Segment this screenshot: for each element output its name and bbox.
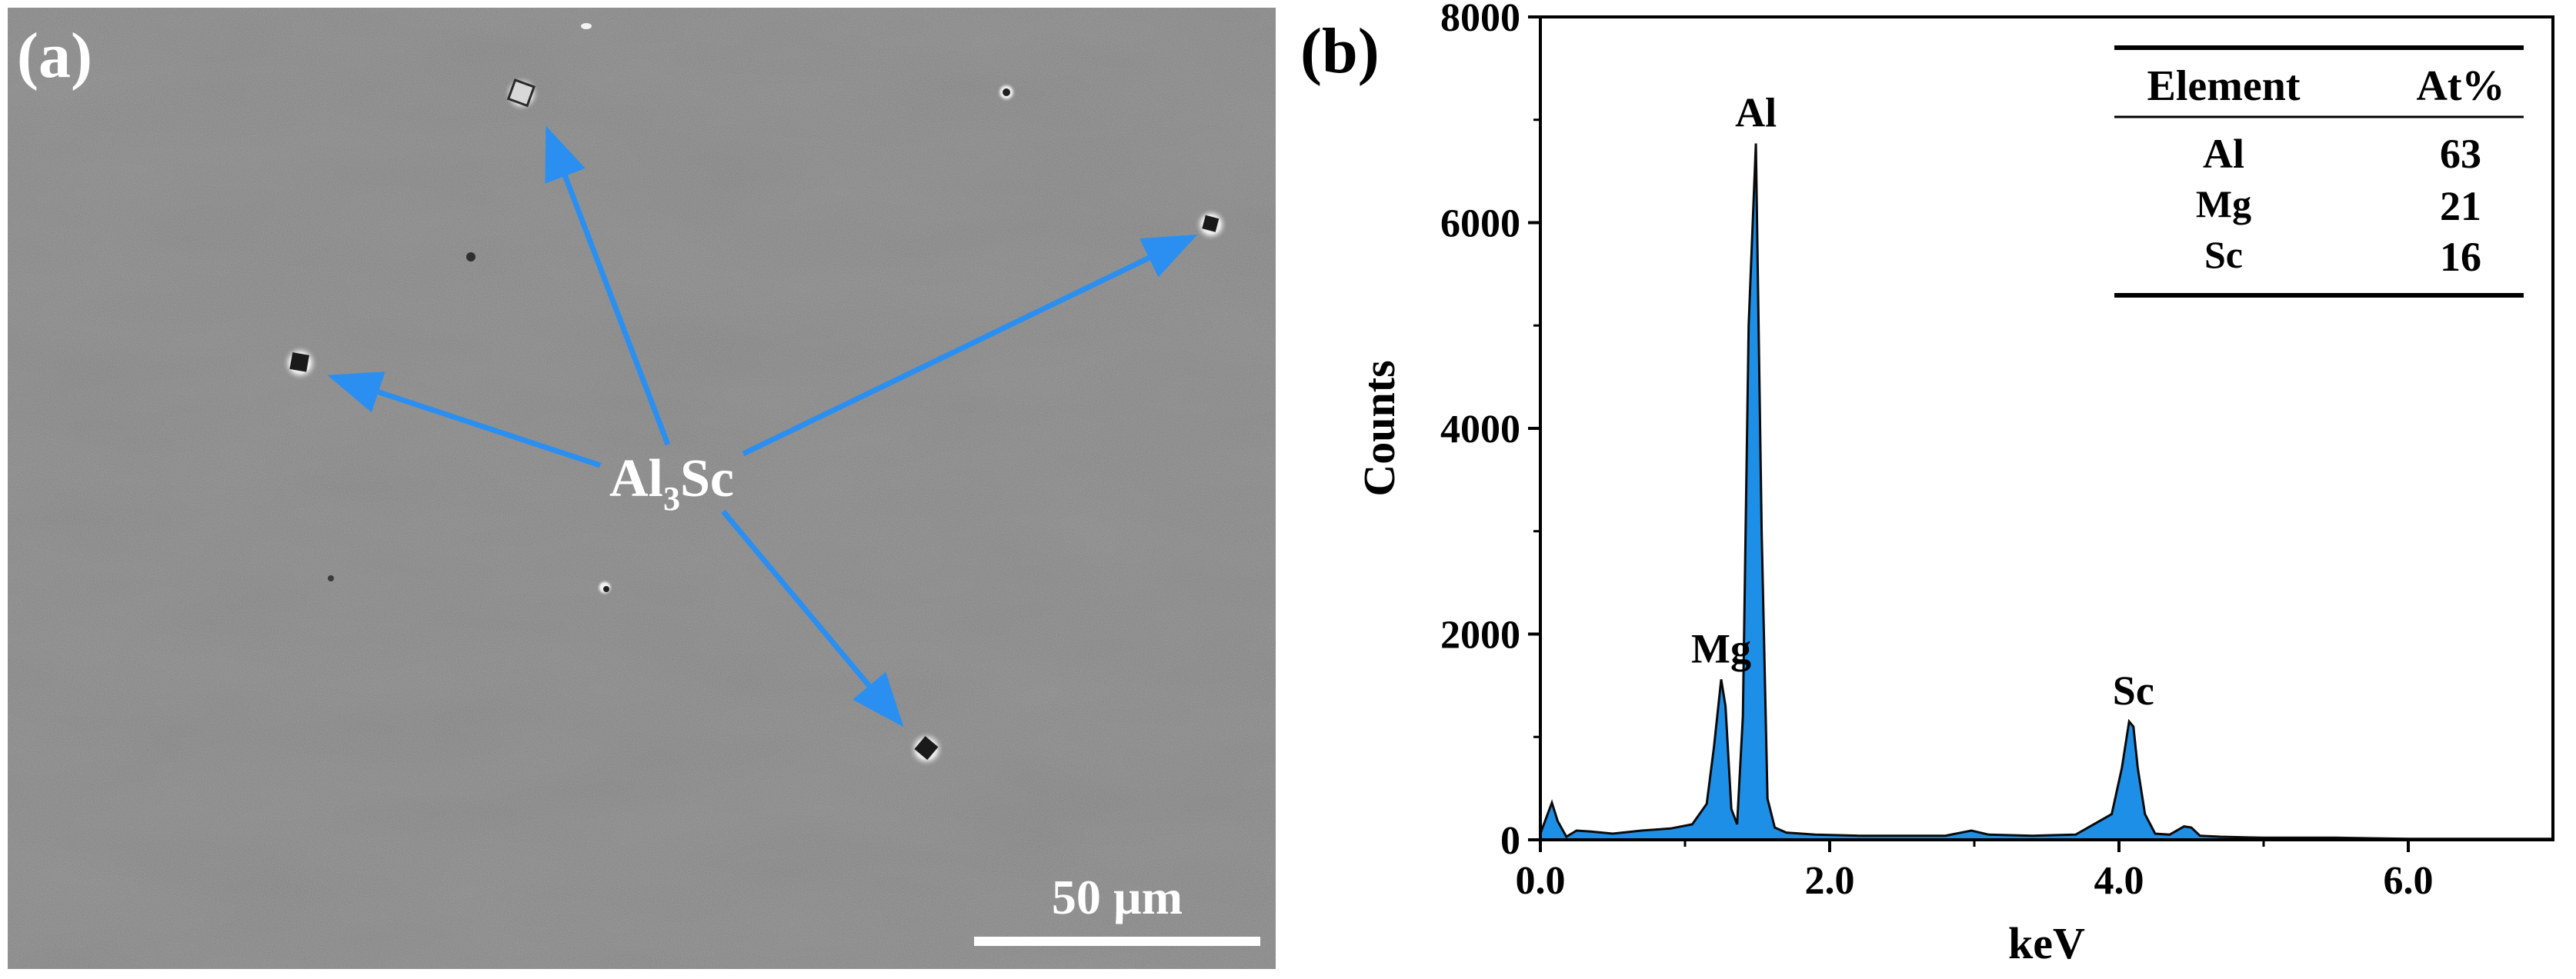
- sem-image-noise: [8, 8, 1276, 969]
- small-particle: [596, 579, 613, 596]
- annotation-tail: Sc: [680, 449, 734, 508]
- small-particle: [581, 23, 592, 29]
- x-axis-ticks: 0.0 2.0 4.0 6.0: [1516, 840, 2434, 903]
- particle: [503, 75, 540, 112]
- table-cell-element: Mg: [2196, 182, 2251, 225]
- spectrum-area: [1539, 143, 2554, 841]
- phase-annotation: Al3Sc: [609, 449, 734, 518]
- table-row: Al 63: [2203, 131, 2481, 177]
- pore: [466, 252, 475, 261]
- arrow: [545, 125, 671, 446]
- table-cell-value: 16: [2440, 234, 2481, 280]
- y-tick-label: 4000: [1440, 408, 1520, 451]
- composition-table: Element At% Al 63 Mg 21 Sc 16: [2114, 45, 2524, 298]
- x-tick-label: 6.0: [2384, 859, 2434, 903]
- table-cell-value: 21: [2440, 183, 2481, 229]
- particle: [282, 345, 319, 381]
- annotation-arrows: [327, 125, 1198, 728]
- arrow: [742, 234, 1198, 457]
- pore: [328, 575, 334, 581]
- x-axis-label: keV: [2008, 918, 2085, 968]
- table-row: Sc 16: [2204, 233, 2481, 280]
- peak-labels: Mg Al Sc: [1691, 90, 2154, 714]
- y-tick-label: 0: [1500, 819, 1520, 863]
- y-axis-label: Counts: [1354, 360, 1404, 496]
- table-header-at: At%: [2416, 62, 2504, 110]
- table-cell-element: Al: [2203, 131, 2244, 177]
- small-particle: [996, 82, 1016, 102]
- particle: [1194, 208, 1228, 241]
- peak-label: Mg: [1691, 625, 1751, 671]
- panel-a: Al3Sc (a) 50 µm: [8, 8, 1276, 969]
- plot-frame: [1539, 15, 2554, 841]
- arrow: [327, 371, 602, 468]
- panel-label-b: (b): [1300, 15, 1380, 87]
- table-cell-value: 63: [2440, 131, 2481, 177]
- table-row: Mg 21: [2196, 182, 2481, 229]
- y-tick-label: 6000: [1440, 202, 1520, 246]
- eds-chart: 0 2000 4000 6000 8000 0.0 2.0 4.0 6.0 Mg Al Sc Co…: [1354, 0, 2554, 968]
- x-tick-label: 2.0: [1805, 859, 1855, 903]
- y-axis-ticks: 0 2000 4000 6000 8000: [1440, 0, 1540, 863]
- panel-b: (b) 0 2000 4000 6000 8000 0.0 2.0 4.0 6.0 Mg Al S…: [1300, 0, 2554, 968]
- annotation-main: Al: [609, 449, 663, 508]
- annotation-subscript: 3: [663, 480, 680, 518]
- panel-label-a: (a): [17, 20, 92, 92]
- scale-bar-label: 50 µm: [1052, 870, 1183, 924]
- table-cell-element: Sc: [2204, 233, 2243, 276]
- table-header-element: Element: [2147, 62, 2300, 110]
- arrow: [721, 509, 904, 728]
- scale-bar: [974, 937, 1260, 946]
- peak-label: Al: [1735, 90, 1777, 136]
- y-tick-label: 2000: [1440, 614, 1520, 658]
- y-tick-label: 8000: [1440, 0, 1520, 40]
- particle: [908, 731, 945, 768]
- x-tick-label: 0.0: [1516, 859, 1566, 903]
- peak-label: Sc: [2113, 668, 2154, 714]
- x-tick-label: 4.0: [2094, 859, 2144, 903]
